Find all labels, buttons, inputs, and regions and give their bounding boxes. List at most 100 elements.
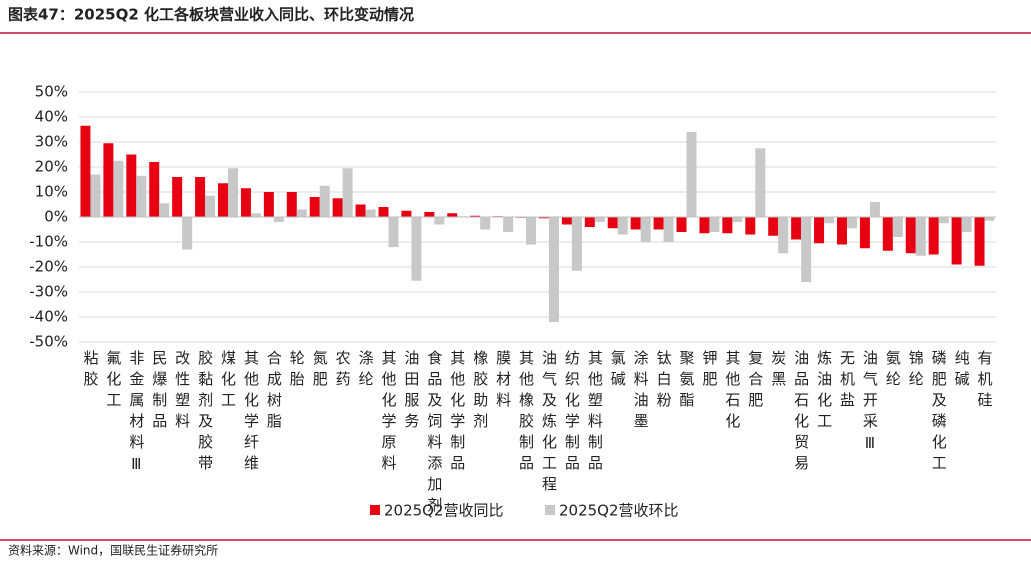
legend-label: 2025Q2营收环比: [559, 502, 679, 520]
x-tick-label: 改性塑料: [173, 350, 191, 434]
x-tick-label: 非金属材料Ⅲ: [127, 350, 145, 479]
x-tick-label: 其他化学原料: [379, 350, 397, 476]
x-tick-label: 钾肥: [700, 350, 718, 392]
y-tick-label: 30%: [35, 133, 68, 151]
x-tick-label: 粘胶: [81, 350, 99, 392]
y-tick-label: -50%: [29, 333, 68, 351]
x-tick-label: 涤纶: [357, 350, 375, 392]
x-tick-label: 锦纶: [907, 350, 925, 392]
bar: [938, 217, 949, 224]
x-tick-label: 氯碱: [609, 350, 627, 392]
bar: [411, 217, 422, 281]
bar: [676, 217, 687, 232]
bar: [951, 217, 962, 265]
y-tick-label: 20%: [35, 158, 68, 176]
y-tick-label: 50%: [35, 83, 68, 101]
bar: [722, 217, 733, 234]
bar: [607, 217, 618, 229]
bar: [218, 183, 229, 217]
x-tick-label: 轮胎: [288, 350, 306, 392]
bar: [286, 192, 297, 217]
x-tick-label: 合成树脂: [265, 350, 283, 434]
bar: [332, 198, 343, 217]
bar: [365, 209, 376, 217]
bar: [250, 213, 261, 217]
bar: [869, 202, 880, 217]
bar: [136, 175, 147, 217]
x-tick-label: 纯碱: [953, 350, 971, 392]
bar: [824, 217, 835, 224]
x-tick-label: 钛白粉: [655, 350, 673, 413]
bar: [263, 192, 274, 217]
bar: [699, 217, 710, 234]
bar: [182, 217, 193, 250]
bar: [548, 217, 559, 322]
x-tick-label: 油品石化贸易: [792, 350, 810, 476]
bar: [401, 210, 412, 217]
x-tick-label: 氮肥: [311, 350, 329, 392]
bar: [480, 217, 491, 230]
bar: [846, 217, 857, 229]
x-tick-label: 其他石化: [723, 350, 741, 434]
bar: [355, 204, 366, 217]
x-tick-label: 其他橡胶制品: [517, 350, 535, 476]
y-tick-label: -40%: [29, 308, 68, 326]
bar: [172, 177, 183, 217]
bar: [80, 125, 91, 217]
bar: [342, 168, 353, 217]
y-tick-label: -10%: [29, 233, 68, 251]
x-tick-label: 膜材料: [494, 350, 512, 413]
bar: [434, 217, 445, 225]
y-tick-label: -30%: [29, 283, 68, 301]
x-tick-label: 油气及炼化工程: [540, 350, 558, 497]
bar: [538, 217, 549, 219]
x-tick-label: 氨纶: [884, 350, 902, 392]
bar: [778, 217, 789, 254]
y-tick-label: 0%: [44, 208, 68, 226]
x-tick-label: 煤化工: [219, 350, 237, 413]
bar: [905, 217, 916, 254]
bar: [686, 132, 697, 217]
x-tick-label: 农药: [334, 350, 352, 392]
x-tick-label: 油气开采Ⅲ: [861, 350, 879, 458]
bar: [755, 148, 766, 217]
bar: [768, 217, 779, 236]
bar: [195, 177, 206, 217]
x-tick-label: 复合肥: [746, 349, 764, 413]
y-tick-label: 10%: [35, 183, 68, 201]
bar: [309, 197, 320, 217]
bar: [801, 217, 812, 282]
x-tick-label: 其他塑料制品: [586, 350, 604, 476]
bar: [319, 185, 330, 217]
legend-swatch: [370, 505, 380, 515]
bar: [159, 203, 170, 217]
bar: [859, 217, 870, 249]
bar: [814, 217, 825, 244]
source-note: 资料来源：Wind，国联民生证券研究所: [8, 543, 218, 558]
legend-swatch: [545, 505, 555, 515]
bar: [149, 162, 160, 217]
x-tick-label: 磷肥及磷化工: [930, 350, 948, 476]
bar: [228, 168, 239, 217]
bar: [617, 217, 628, 235]
bar: [205, 195, 216, 217]
bar: [791, 217, 802, 240]
bar: [113, 160, 124, 217]
bar: [296, 209, 307, 217]
bar: [630, 217, 641, 230]
bar: [709, 217, 720, 232]
bar: [526, 217, 537, 245]
x-tick-label: 聚氨酯: [678, 350, 696, 413]
chart-title: 图表47：2025Q2 化工各板块营业收入同比、环比变动情况: [8, 6, 414, 24]
bar: [378, 207, 389, 217]
bar: [653, 217, 664, 230]
x-tick-label: 橡胶助剂: [471, 350, 489, 434]
x-tick-label: 油田服务: [402, 350, 420, 434]
bar: [961, 217, 972, 232]
bar: [915, 217, 926, 256]
x-tick-label: 无机盐: [838, 350, 856, 413]
x-tick-label: 氟化工: [104, 350, 122, 413]
y-tick-label: 40%: [35, 108, 68, 126]
bar: [388, 217, 399, 247]
bar: [561, 217, 572, 225]
